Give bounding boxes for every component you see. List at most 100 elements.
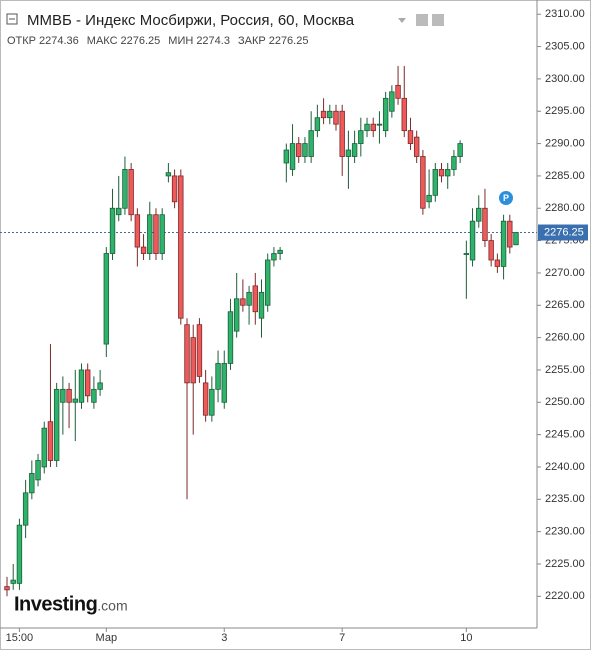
candle-body xyxy=(494,259,501,267)
candle-body xyxy=(407,130,414,144)
candle-body xyxy=(507,220,513,248)
candle-body xyxy=(258,291,265,319)
candle-body xyxy=(345,149,352,157)
candle-body xyxy=(78,369,85,403)
y-tick-label: 2280.00 xyxy=(545,202,585,214)
candle-body xyxy=(314,117,321,132)
candle-body xyxy=(302,143,308,157)
y-tick-label: 2285.00 xyxy=(545,170,585,182)
candle-body xyxy=(420,156,426,209)
y-tick-label: 2230.00 xyxy=(545,526,585,538)
candle-body xyxy=(445,169,451,177)
candle-body xyxy=(457,143,463,157)
candle-body xyxy=(339,110,345,157)
candle-body xyxy=(246,291,252,306)
ohlc-label: МИН xyxy=(168,35,193,47)
y-tick-label: 2235.00 xyxy=(545,493,585,505)
y-tick-label: 2310.00 xyxy=(545,8,585,20)
candle-body xyxy=(209,388,215,416)
candle-body xyxy=(488,240,494,261)
candle-body xyxy=(22,492,29,526)
candle-body xyxy=(351,143,358,157)
candle-body xyxy=(97,382,103,390)
ohlc-value: 2274.3 xyxy=(196,35,230,47)
chart-title: ММВБ - Индекс Мосбиржи, Россия, 60, Моск… xyxy=(27,12,355,29)
settings-icon[interactable] xyxy=(416,14,428,26)
candle-body xyxy=(147,214,153,254)
candle-body xyxy=(370,123,376,132)
candle-body xyxy=(469,220,476,261)
y-tick-label: 2255.00 xyxy=(545,364,585,376)
y-tick-label: 2250.00 xyxy=(545,396,585,408)
y-tick-label: 2295.00 xyxy=(545,105,585,117)
candle-body xyxy=(153,214,159,254)
candle-body xyxy=(283,149,290,164)
x-tick-label: 7 xyxy=(339,632,345,644)
candle-body xyxy=(190,337,196,384)
y-tick-label: 2305.00 xyxy=(545,40,585,52)
dropdown-icon[interactable] xyxy=(398,18,406,23)
candle-body xyxy=(413,136,420,157)
candle-body xyxy=(35,460,41,481)
candle-body xyxy=(91,388,97,403)
ohlc-label: МАКС xyxy=(87,35,118,47)
ohlc-value: 2276.25 xyxy=(121,35,161,47)
candle-body xyxy=(320,110,327,119)
badge xyxy=(499,191,513,205)
collapse-icon[interactable] xyxy=(6,13,18,25)
candle-body xyxy=(47,421,54,461)
candle-body xyxy=(289,143,296,170)
candle-body xyxy=(401,97,407,132)
candle-body xyxy=(10,579,16,584)
candle-body xyxy=(308,130,314,157)
candle-body xyxy=(233,298,240,332)
x-tick-label: 10 xyxy=(460,632,472,644)
y-tick-label: 2290.00 xyxy=(545,137,585,149)
candle-body xyxy=(227,311,234,364)
candle-body xyxy=(277,249,283,254)
candle-body xyxy=(364,123,370,132)
candle-body xyxy=(252,285,258,313)
candle-body xyxy=(376,123,383,126)
candle-body xyxy=(500,220,507,267)
candle-body xyxy=(116,207,122,216)
candle-body xyxy=(215,363,221,390)
candle-body xyxy=(221,363,227,403)
candle-body xyxy=(134,214,141,248)
candle-body xyxy=(109,207,116,254)
candle-body xyxy=(333,110,339,125)
candle-body xyxy=(513,232,519,246)
candle-body xyxy=(16,524,23,584)
candle-body xyxy=(72,398,78,403)
x-tick-label: 3 xyxy=(221,632,227,644)
candle-body xyxy=(476,207,482,222)
ohlc-label: ЗАКР xyxy=(238,35,266,47)
y-tick-label: 2220.00 xyxy=(545,590,585,602)
gear-icon[interactable] xyxy=(432,14,444,26)
candle-body xyxy=(382,97,389,132)
candle-body xyxy=(202,382,209,416)
candle-body xyxy=(103,253,110,345)
candle-body xyxy=(178,175,184,319)
last-price-box xyxy=(538,224,588,241)
badge-label: P xyxy=(503,193,509,203)
candle-body xyxy=(122,169,128,209)
y-tick-label: 2260.00 xyxy=(545,332,585,344)
candle-body xyxy=(196,324,203,377)
candle-body xyxy=(438,169,445,177)
candle-body xyxy=(265,259,271,306)
candle-body xyxy=(426,194,432,203)
y-tick-label: 2270.00 xyxy=(545,267,585,279)
y-tick-label: 2265.00 xyxy=(545,299,585,311)
candle-body xyxy=(463,253,470,255)
logo-suffix: .com xyxy=(97,598,127,614)
ohlc-label: ОТКР xyxy=(7,35,36,47)
candle-body xyxy=(240,298,246,306)
candle-body xyxy=(29,473,35,494)
candle-body xyxy=(171,175,178,203)
candle-body xyxy=(53,388,60,461)
candle-body xyxy=(184,324,190,384)
ohlc-value: 2276.25 xyxy=(269,35,309,47)
candle-body xyxy=(128,169,134,216)
